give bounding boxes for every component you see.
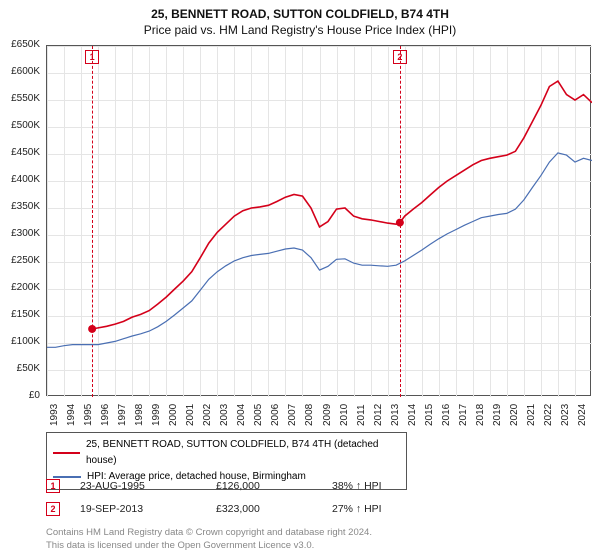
x-axis-label: 1993	[49, 404, 60, 426]
y-axis-label: £300K	[0, 228, 40, 239]
sale-date: 23-AUG-1995	[80, 480, 210, 492]
legend-swatch	[53, 476, 81, 478]
legend-label: 25, BENNETT ROAD, SUTTON COLDFIELD, B74 …	[86, 437, 400, 469]
chart-lines	[47, 46, 592, 397]
x-axis-label: 2013	[390, 404, 401, 426]
y-axis-label: £200K	[0, 282, 40, 293]
y-axis-label: £650K	[0, 39, 40, 50]
sale-row: 2 19-SEP-2013 £323,000 27% ↑ HPI	[46, 502, 382, 516]
x-axis-label: 2005	[253, 404, 264, 426]
x-axis-label: 2020	[509, 404, 520, 426]
footnote: Contains HM Land Registry data © Crown c…	[46, 527, 372, 553]
x-axis-label: 2021	[526, 404, 537, 426]
y-axis-label: £100K	[0, 336, 40, 347]
sale-price: £323,000	[216, 503, 326, 515]
sale-diff: 38% ↑ HPI	[332, 480, 382, 492]
x-axis-label: 2012	[373, 404, 384, 426]
x-axis-label: 2004	[236, 404, 247, 426]
x-axis-label: 2011	[356, 404, 367, 426]
y-axis-label: £400K	[0, 174, 40, 185]
x-axis-label: 2009	[322, 404, 333, 426]
x-axis-label: 2006	[270, 404, 281, 426]
x-axis-label: 2019	[492, 404, 503, 426]
x-axis-label: 2017	[458, 404, 469, 426]
y-axis-label: £500K	[0, 120, 40, 131]
y-axis-label: £0	[0, 390, 40, 401]
sale-row-badge: 2	[46, 502, 60, 516]
x-axis-label: 2000	[168, 404, 179, 426]
chart-subtitle: Price paid vs. HM Land Registry's House …	[0, 22, 600, 38]
sale-diff: 27% ↑ HPI	[332, 503, 382, 515]
chart-plot-area: 12	[46, 45, 591, 396]
x-axis-label: 2022	[543, 404, 554, 426]
y-axis-label: £350K	[0, 201, 40, 212]
sale-row: 1 23-AUG-1995 £126,000 38% ↑ HPI	[46, 479, 382, 493]
footnote-line1: Contains HM Land Registry data © Crown c…	[46, 527, 372, 540]
x-axis-label: 2002	[202, 404, 213, 426]
x-axis-label: 2010	[339, 404, 350, 426]
x-axis-label: 1999	[151, 404, 162, 426]
x-axis-label: 2007	[287, 404, 298, 426]
legend-item: 25, BENNETT ROAD, SUTTON COLDFIELD, B74 …	[53, 437, 400, 469]
sale-date: 19-SEP-2013	[80, 503, 210, 515]
y-axis-label: £450K	[0, 147, 40, 158]
x-axis-label: 2016	[441, 404, 452, 426]
y-axis-label: £250K	[0, 255, 40, 266]
chart-title: 25, BENNETT ROAD, SUTTON COLDFIELD, B74 …	[0, 6, 600, 22]
y-axis-label: £150K	[0, 309, 40, 320]
x-axis-label: 2003	[219, 404, 230, 426]
x-axis-label: 2001	[185, 404, 196, 426]
x-axis-label: 2014	[407, 404, 418, 426]
series-line	[92, 81, 592, 329]
footnote-line2: This data is licensed under the Open Gov…	[46, 540, 372, 553]
x-axis-label: 2023	[560, 404, 571, 426]
sale-marker-dot	[396, 219, 404, 227]
x-axis-label: 1994	[66, 404, 77, 426]
x-axis-label: 1998	[134, 404, 145, 426]
x-axis-label: 1997	[117, 404, 128, 426]
x-axis-label: 2008	[304, 404, 315, 426]
sale-marker-dot	[88, 325, 96, 333]
x-axis-label: 2024	[577, 404, 588, 426]
y-axis-label: £550K	[0, 93, 40, 104]
y-axis-label: £50K	[0, 363, 40, 374]
x-axis-label: 2018	[475, 404, 486, 426]
legend-swatch	[53, 452, 80, 454]
sale-price: £126,000	[216, 480, 326, 492]
x-axis-label: 1995	[83, 404, 94, 426]
y-axis-label: £600K	[0, 66, 40, 77]
x-axis-label: 1996	[100, 404, 111, 426]
x-axis-label: 2015	[424, 404, 435, 426]
sale-row-badge: 1	[46, 479, 60, 493]
